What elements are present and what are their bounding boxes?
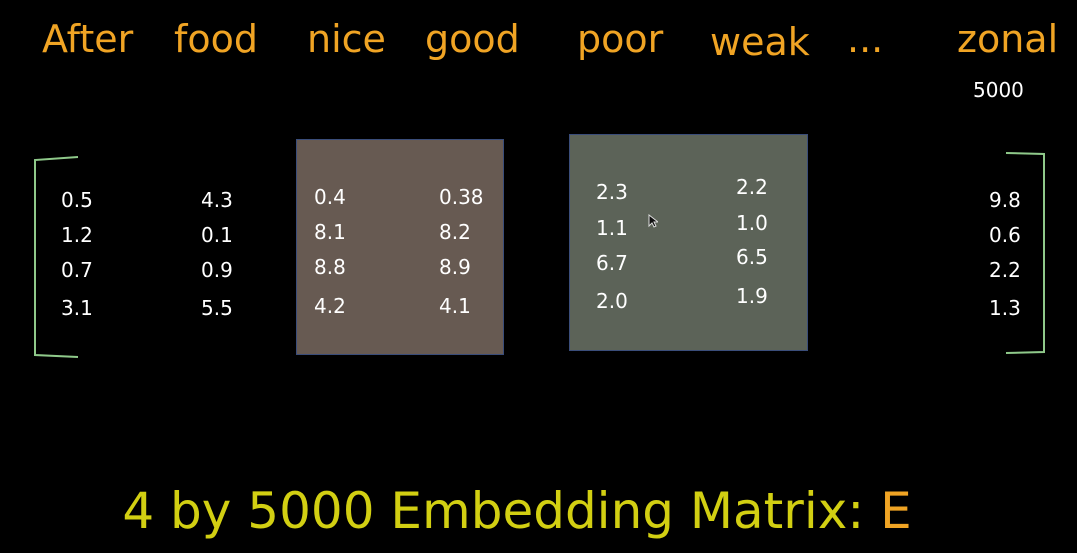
highlight-box-nice-good [296,139,504,355]
matrix-cell: 2.2 [736,175,768,199]
matrix-cell: 0.4 [314,185,346,209]
word-label-after: After [42,17,134,61]
matrix-cell: 0.9 [201,258,233,282]
matrix-cell: 3.1 [61,296,93,320]
matrix-cell: 8.8 [314,255,346,279]
highlight-box-poor-weak [569,134,808,351]
ellipsis-label: ... [847,17,884,61]
left-bracket [34,156,79,358]
word-label-zonal: zonal [957,17,1059,61]
matrix-cell: 8.9 [439,255,471,279]
vocab-size-label: 5000 [973,78,1024,102]
matrix-cell: 2.2 [989,258,1021,282]
word-label-weak: weak [710,20,810,64]
matrix-cell: 8.1 [314,220,346,244]
word-label-poor: poor [577,17,664,61]
matrix-cell: 1.0 [736,211,768,235]
word-label-good: good [425,17,520,61]
right-bracket [1005,152,1045,354]
matrix-cell: 6.5 [736,245,768,269]
matrix-cell: 1.1 [596,216,628,240]
matrix-cell: 0.6 [989,223,1021,247]
matrix-cell: 6.7 [596,251,628,275]
matrix-cell: 2.0 [596,289,628,313]
mouse-cursor-icon [648,214,658,228]
word-label-nice: nice [307,17,386,61]
word-label-food: food [174,17,258,61]
matrix-cell: 4.2 [314,294,346,318]
matrix-cell: 0.38 [439,185,484,209]
matrix-cell: 9.8 [989,188,1021,212]
matrix-cell: 4.3 [201,188,233,212]
matrix-cell: 2.3 [596,180,628,204]
matrix-cell: 0.5 [61,188,93,212]
matrix-cell: 0.1 [201,223,233,247]
matrix-cell: 0.7 [61,258,93,282]
title-symbol: E [880,482,912,540]
matrix-cell: 4.1 [439,294,471,318]
title-text: 4 by 5000 Embedding Matrix: [122,482,881,540]
slide-title: 4 by 5000 Embedding Matrix: E [0,480,1034,542]
matrix-cell: 1.3 [989,296,1021,320]
matrix-cell: 8.2 [439,220,471,244]
matrix-cell: 1.9 [736,284,768,308]
matrix-cell: 1.2 [61,223,93,247]
matrix-cell: 5.5 [201,296,233,320]
